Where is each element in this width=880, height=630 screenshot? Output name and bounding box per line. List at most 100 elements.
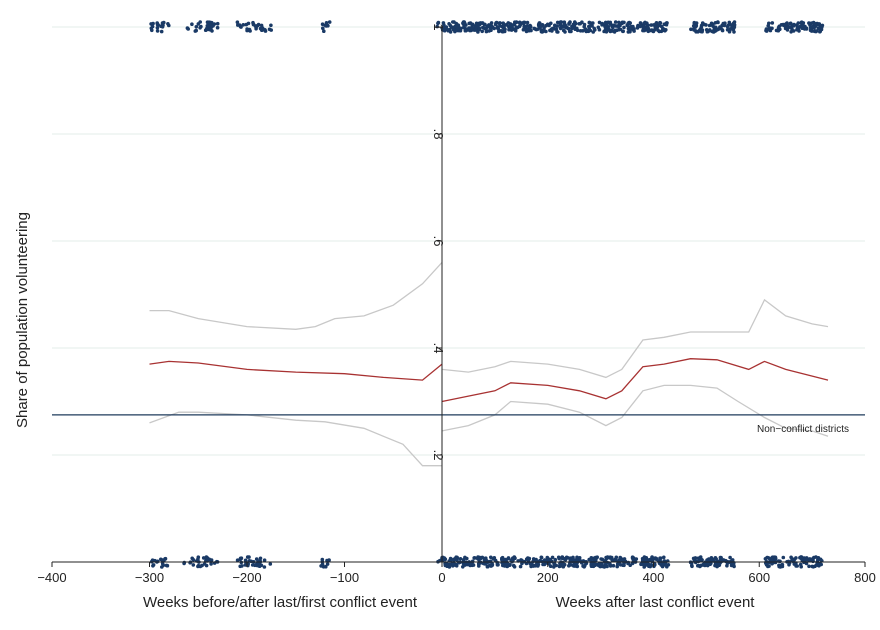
jitter-point <box>617 23 621 27</box>
jitter-point <box>618 563 623 567</box>
jitter-point <box>725 24 730 29</box>
jitter-point <box>215 21 220 26</box>
jitter-point <box>201 556 206 560</box>
jitter-point <box>584 29 589 34</box>
series-line-upper <box>441 298 829 379</box>
jitter-point <box>710 29 715 34</box>
jitter-point <box>160 25 165 29</box>
jitter-point <box>786 25 791 30</box>
jitter-point <box>521 27 526 32</box>
jitter-point <box>713 563 717 568</box>
jitter-point <box>159 29 164 34</box>
jitter-point <box>780 564 785 569</box>
jitter-point <box>246 21 251 26</box>
jitter-point <box>472 556 477 560</box>
jitter-point <box>636 24 640 29</box>
jitter-point <box>639 562 643 567</box>
jitter-point <box>664 28 668 32</box>
jitter-point <box>478 21 483 25</box>
jitter-point <box>243 563 248 567</box>
jitter-point <box>646 26 650 31</box>
jitter-point <box>589 564 594 568</box>
jitter-point <box>467 26 471 30</box>
jitter-point <box>713 556 718 560</box>
jitter-point <box>245 27 249 31</box>
jitter-point <box>816 557 821 562</box>
jitter-point <box>198 564 203 569</box>
jitter-point <box>436 20 441 25</box>
jitter-point <box>487 29 492 33</box>
jitter-point <box>719 555 723 560</box>
jitter-point <box>764 27 769 31</box>
jitter-point <box>611 29 615 33</box>
jitter-point <box>490 563 494 568</box>
x-tick-label: −400 <box>37 570 66 585</box>
jitter-point <box>235 20 240 25</box>
jitter-point <box>571 555 575 560</box>
jitter-point <box>235 558 240 562</box>
jitter-point <box>812 21 817 26</box>
jitter-point <box>190 22 194 27</box>
jitter-point <box>151 563 156 567</box>
jitter-point <box>558 26 563 31</box>
jitter-point <box>511 27 515 31</box>
jitter-point <box>622 25 626 30</box>
jitter-point <box>450 25 455 30</box>
jitter-point <box>186 27 190 31</box>
jitter-point <box>642 24 646 29</box>
jitter-point <box>617 20 621 25</box>
jitter-point <box>448 30 453 34</box>
jitter-point <box>767 21 771 26</box>
jitter-point <box>713 25 718 30</box>
jitter-point <box>589 558 593 562</box>
jitter-point <box>455 24 459 29</box>
jitter-point <box>525 20 530 25</box>
jitter-point <box>458 557 463 561</box>
jitter-point <box>239 556 244 560</box>
jitter-point <box>644 21 648 26</box>
jitter-point <box>766 564 770 569</box>
jitter-point <box>522 24 526 28</box>
jitter-point <box>188 560 192 565</box>
y-tick-label: .8 <box>431 129 446 140</box>
series-line-lower <box>149 411 442 467</box>
jitter-point <box>458 28 463 33</box>
jitter-point <box>778 559 782 564</box>
reference-line-label: Non−conflict districts <box>757 424 849 435</box>
jitter-point <box>259 23 264 28</box>
jitter-point <box>327 558 331 562</box>
jitter-point <box>615 564 619 569</box>
jitter-point <box>470 22 475 27</box>
jitter-point <box>592 559 597 564</box>
jitter-point <box>513 556 517 560</box>
jitter-point <box>209 562 213 566</box>
jitter-point <box>798 562 803 567</box>
jitter-point <box>577 22 581 26</box>
jitter-point <box>728 555 732 560</box>
jitter-point <box>581 29 585 33</box>
x-tick-label: 800 <box>854 570 876 585</box>
jitter-point <box>718 25 722 29</box>
jitter-point <box>481 25 485 30</box>
jitter-point <box>507 26 512 31</box>
x-tick-label: 600 <box>748 570 770 585</box>
jitter-point <box>776 25 781 30</box>
x-tick-label: 0 <box>438 570 445 585</box>
jitter-point <box>150 558 155 562</box>
jitter-point <box>604 30 609 34</box>
jitter-point <box>720 28 725 32</box>
jitter-point <box>452 20 456 24</box>
jitter-point <box>471 563 476 567</box>
jitter-point <box>653 556 658 560</box>
jitter-point <box>605 555 610 559</box>
jitter-point <box>559 20 564 24</box>
jitter-point <box>248 29 252 33</box>
jitter-point <box>215 25 220 30</box>
jitter-point <box>656 23 661 28</box>
jitter-point <box>501 563 505 568</box>
jitter-point <box>161 563 166 568</box>
jitter-point <box>544 23 548 28</box>
jitter-point <box>194 25 199 29</box>
jitter-point <box>799 556 804 561</box>
jitter-point <box>573 564 577 568</box>
